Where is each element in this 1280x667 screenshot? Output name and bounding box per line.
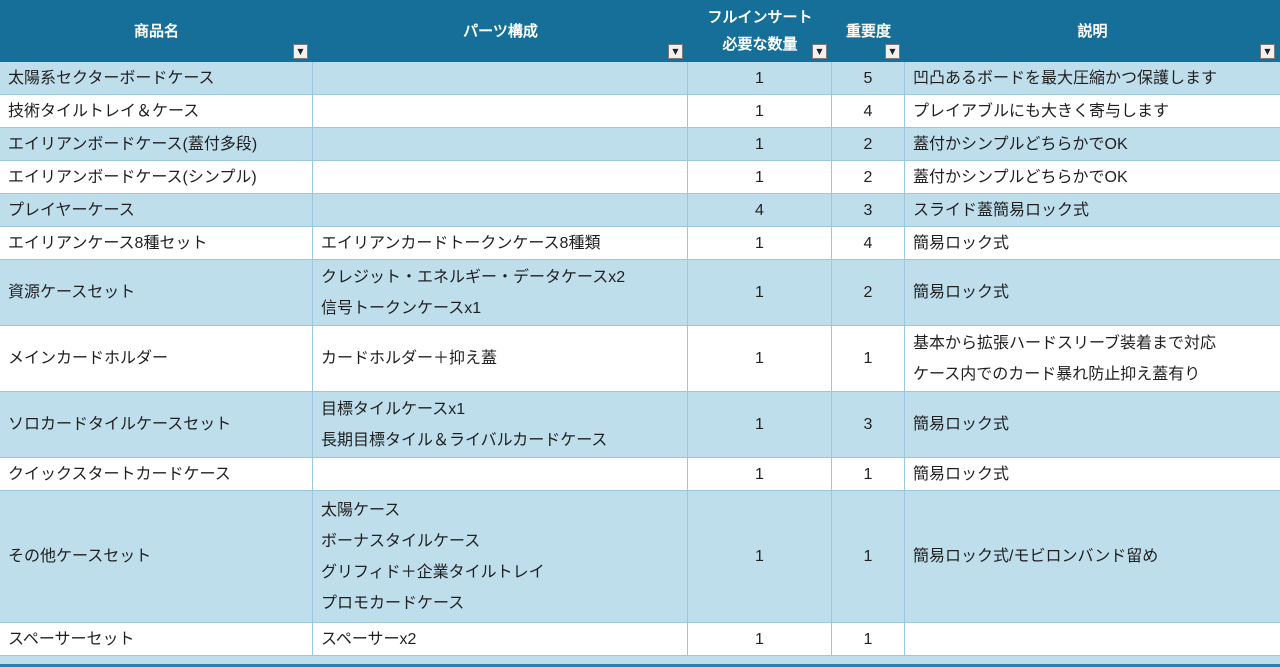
importance-cell[interactable]: 3 (832, 392, 905, 457)
importance-cell[interactable]: 2 (832, 161, 905, 193)
column-header-label: 重要度 (845, 22, 891, 40)
partial-next-row (0, 656, 1280, 664)
quantity-cell[interactable]: 1 (688, 161, 832, 193)
parts-cell[interactable] (313, 161, 688, 193)
header-cell-importance: 重要度 ▼ (832, 0, 905, 62)
quantity-cell[interactable]: 1 (688, 227, 832, 259)
column-header-label: 説明 (1077, 22, 1108, 40)
description-cell[interactable]: 凹凸あるボードを最大圧縮かつ保護します (913, 69, 1218, 87)
description-cell[interactable]: 簡易ロック式 (913, 234, 1010, 252)
parts-cell[interactable] (313, 62, 688, 94)
importance-cell[interactable]: 2 (832, 260, 905, 325)
header-cell-product: 商品名 ▼ (0, 0, 313, 62)
parts-cell[interactable] (313, 128, 688, 160)
product-cell[interactable]: エイリアンボードケース(シンプル) (0, 161, 313, 193)
product-cell[interactable]: メインカードホルダー (0, 326, 313, 391)
quantity-cell[interactable]: 4 (688, 194, 832, 226)
quantity-cell[interactable]: 1 (688, 128, 832, 160)
importance-cell[interactable]: 5 (832, 62, 905, 94)
column-filter-button[interactable]: ▼ (293, 44, 308, 59)
description-cell[interactable]: 基本から拡張ハードスリーブ装着まで対応 ケース内でのカード暴れ防止抑え蓋有り (913, 334, 1217, 383)
parts-cell[interactable] (313, 95, 688, 127)
column-header-label: 商品名 (133, 22, 179, 40)
importance-cell[interactable]: 3 (832, 194, 905, 226)
product-cell[interactable]: プレイヤーケース (0, 194, 313, 226)
description-cell[interactable]: 簡易ロック式/モビロンバンド留め (913, 548, 1159, 565)
column-header-label: フルインサート 必要な数量 (707, 9, 813, 53)
chevron-down-icon: ▼ (297, 46, 304, 56)
table-row: ソロカードタイルケースセット 目標タイルケースx1 長期目標タイル＆ライバルカー… (0, 392, 1280, 458)
product-cell[interactable]: スペーサーセット (0, 623, 313, 655)
column-filter-button[interactable]: ▼ (668, 44, 683, 59)
parts-cell[interactable] (313, 458, 688, 490)
description-cell[interactable]: 蓋付かシンプルどちらかでOK (913, 168, 1128, 186)
table-row: 資源ケースセット クレジット・エネルギー・データケースx2 信号トークンケースx… (0, 260, 1280, 326)
product-cell[interactable]: 資源ケースセット (0, 260, 313, 325)
header-cell-description: 説明 ▼ (905, 0, 1280, 62)
product-cell[interactable]: ソロカードタイルケースセット (0, 392, 313, 457)
chevron-down-icon: ▼ (889, 46, 896, 56)
importance-cell[interactable]: 1 (832, 458, 905, 490)
importance-cell[interactable]: 4 (832, 227, 905, 259)
importance-cell[interactable]: 1 (832, 491, 905, 622)
table-row: エイリアンボードケース(蓋付多段) 1 2 蓋付かシンプルどちらかでOK (0, 128, 1280, 161)
chevron-down-icon: ▼ (1264, 46, 1271, 56)
parts-cell[interactable]: カードホルダー＋抑え蓋 (313, 326, 688, 391)
table-row: メインカードホルダー カードホルダー＋抑え蓋 1 1 基本から拡張ハードスリーブ… (0, 326, 1280, 392)
header-cell-quantity: フルインサート 必要な数量 ▼ (688, 0, 832, 62)
table-body: 太陽系セクターボードケース 1 5 凹凸あるボードを最大圧縮かつ保護します 技術… (0, 62, 1280, 656)
table-header: 商品名 ▼ パーツ構成 ▼ フルインサート 必要な数量 ▼ 重要度 ▼ 説明 ▼ (0, 0, 1280, 62)
quantity-cell[interactable]: 1 (688, 62, 832, 94)
importance-cell[interactable]: 1 (832, 623, 905, 655)
table-row: スペーサーセット スペーサーx2 1 1 (0, 623, 1280, 656)
parts-cell[interactable]: スペーサーx2 (313, 623, 688, 655)
column-header-label: パーツ構成 (463, 22, 538, 40)
product-cell[interactable]: エイリアンケース8種セット (0, 227, 313, 259)
description-cell[interactable]: 簡易ロック式 (913, 416, 1010, 433)
bottom-edge (0, 664, 1280, 667)
quantity-cell[interactable]: 1 (688, 95, 832, 127)
description-cell[interactable]: 蓋付かシンプルどちらかでOK (913, 135, 1128, 153)
description-cell[interactable]: スライド蓋簡易ロック式 (913, 201, 1090, 219)
quantity-cell[interactable]: 1 (688, 458, 832, 490)
table-row: クイックスタートカードケース 1 1 簡易ロック式 (0, 458, 1280, 491)
table-row: 技術タイルトレイ＆ケース 1 4 プレイアブルにも大きく寄与します (0, 95, 1280, 128)
table-row: プレイヤーケース 4 3 スライド蓋簡易ロック式 (0, 194, 1280, 227)
parts-cell[interactable]: エイリアンカードトークンケース8種類 (313, 227, 688, 259)
description-cell[interactable]: プレイアブルにも大きく寄与します (913, 102, 1170, 120)
column-filter-button[interactable]: ▼ (1260, 44, 1275, 59)
product-cell[interactable]: クイックスタートカードケース (0, 458, 313, 490)
parts-cell[interactable]: 太陽ケース ボーナスタイルケース グリフィド＋企業タイルトレイ プロモカードケー… (313, 491, 688, 622)
column-filter-button[interactable]: ▼ (812, 44, 827, 59)
product-cell[interactable]: エイリアンボードケース(蓋付多段) (0, 128, 313, 160)
parts-cell[interactable] (313, 194, 688, 226)
quantity-cell[interactable]: 1 (688, 326, 832, 391)
description-cell[interactable]: 簡易ロック式 (913, 284, 1010, 301)
product-cell[interactable]: 技術タイルトレイ＆ケース (0, 95, 313, 127)
header-cell-parts: パーツ構成 ▼ (313, 0, 688, 62)
column-filter-button[interactable]: ▼ (885, 44, 900, 59)
table-row: エイリアンケース8種セット エイリアンカードトークンケース8種類 1 4 簡易ロ… (0, 227, 1280, 260)
parts-cell[interactable]: クレジット・エネルギー・データケースx2 信号トークンケースx1 (313, 260, 688, 325)
importance-cell[interactable]: 2 (832, 128, 905, 160)
quantity-cell[interactable]: 1 (688, 491, 832, 622)
quantity-cell[interactable]: 1 (688, 392, 832, 457)
parts-cell[interactable]: 目標タイルケースx1 長期目標タイル＆ライバルカードケース (313, 392, 688, 457)
chevron-down-icon: ▼ (816, 46, 823, 56)
importance-cell[interactable]: 1 (832, 326, 905, 391)
quantity-cell[interactable]: 1 (688, 260, 832, 325)
description-cell[interactable] (905, 623, 1280, 655)
quantity-cell[interactable]: 1 (688, 623, 832, 655)
chevron-down-icon: ▼ (672, 46, 679, 56)
table-row: 太陽系セクターボードケース 1 5 凹凸あるボードを最大圧縮かつ保護します (0, 62, 1280, 95)
product-cell[interactable]: 太陽系セクターボードケース (0, 62, 313, 94)
table-row: その他ケースセット 太陽ケース ボーナスタイルケース グリフィド＋企業タイルトレ… (0, 491, 1280, 623)
description-cell[interactable]: 簡易ロック式 (913, 465, 1010, 483)
product-cell[interactable]: その他ケースセット (0, 491, 313, 622)
importance-cell[interactable]: 4 (832, 95, 905, 127)
table-row: エイリアンボードケース(シンプル) 1 2 蓋付かシンプルどちらかでOK (0, 161, 1280, 194)
